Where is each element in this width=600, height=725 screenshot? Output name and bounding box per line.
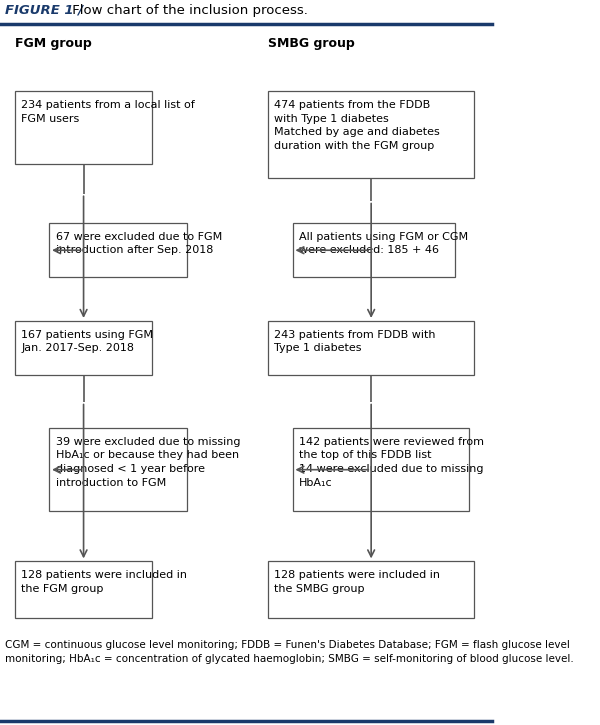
- Text: 474 patients from the FDDB
with Type 1 diabetes
Matched by age and diabetes
dura: 474 patients from the FDDB with Type 1 d…: [274, 100, 440, 151]
- Text: 128 patients were included in
the FGM group: 128 patients were included in the FGM gr…: [21, 570, 187, 594]
- Text: 128 patients were included in
the SMBG group: 128 patients were included in the SMBG g…: [274, 570, 440, 594]
- FancyBboxPatch shape: [293, 223, 455, 278]
- FancyBboxPatch shape: [268, 561, 475, 618]
- FancyBboxPatch shape: [268, 321, 475, 375]
- Text: CGM = continuous glucose level monitoring; FDDB = Funen's Diabetes Database; FGM: CGM = continuous glucose level monitorin…: [5, 639, 574, 663]
- Text: FIGURE 1 /: FIGURE 1 /: [5, 4, 83, 17]
- Text: 234 patients from a local list of
FGM users: 234 patients from a local list of FGM us…: [21, 100, 195, 123]
- FancyBboxPatch shape: [49, 223, 187, 278]
- Text: FGM group: FGM group: [15, 37, 91, 50]
- FancyBboxPatch shape: [15, 561, 152, 618]
- Text: 39 were excluded due to missing
HbA₁c or because they had been
diagnosed < 1 yea: 39 were excluded due to missing HbA₁c or…: [56, 436, 240, 487]
- FancyBboxPatch shape: [15, 321, 152, 375]
- Text: 243 patients from FDDB with
Type 1 diabetes: 243 patients from FDDB with Type 1 diabe…: [274, 330, 436, 353]
- Text: All patients using FGM or CGM
were excluded: 185 + 46: All patients using FGM or CGM were exclu…: [299, 232, 468, 255]
- FancyBboxPatch shape: [15, 91, 152, 164]
- FancyBboxPatch shape: [268, 91, 475, 178]
- Text: 167 patients using FGM
Jan. 2017-Sep. 2018: 167 patients using FGM Jan. 2017-Sep. 20…: [21, 330, 153, 353]
- Text: 67 were excluded due to FGM
introduction after Sep. 2018: 67 were excluded due to FGM introduction…: [56, 232, 222, 255]
- Text: SMBG group: SMBG group: [268, 37, 355, 50]
- FancyBboxPatch shape: [293, 428, 469, 511]
- Text: 142 patients were reviewed from
the top of this FDDB list
14 were excluded due t: 142 patients were reviewed from the top …: [299, 436, 484, 487]
- FancyBboxPatch shape: [49, 428, 187, 511]
- Text: Flow chart of the inclusion process.: Flow chart of the inclusion process.: [68, 4, 308, 17]
